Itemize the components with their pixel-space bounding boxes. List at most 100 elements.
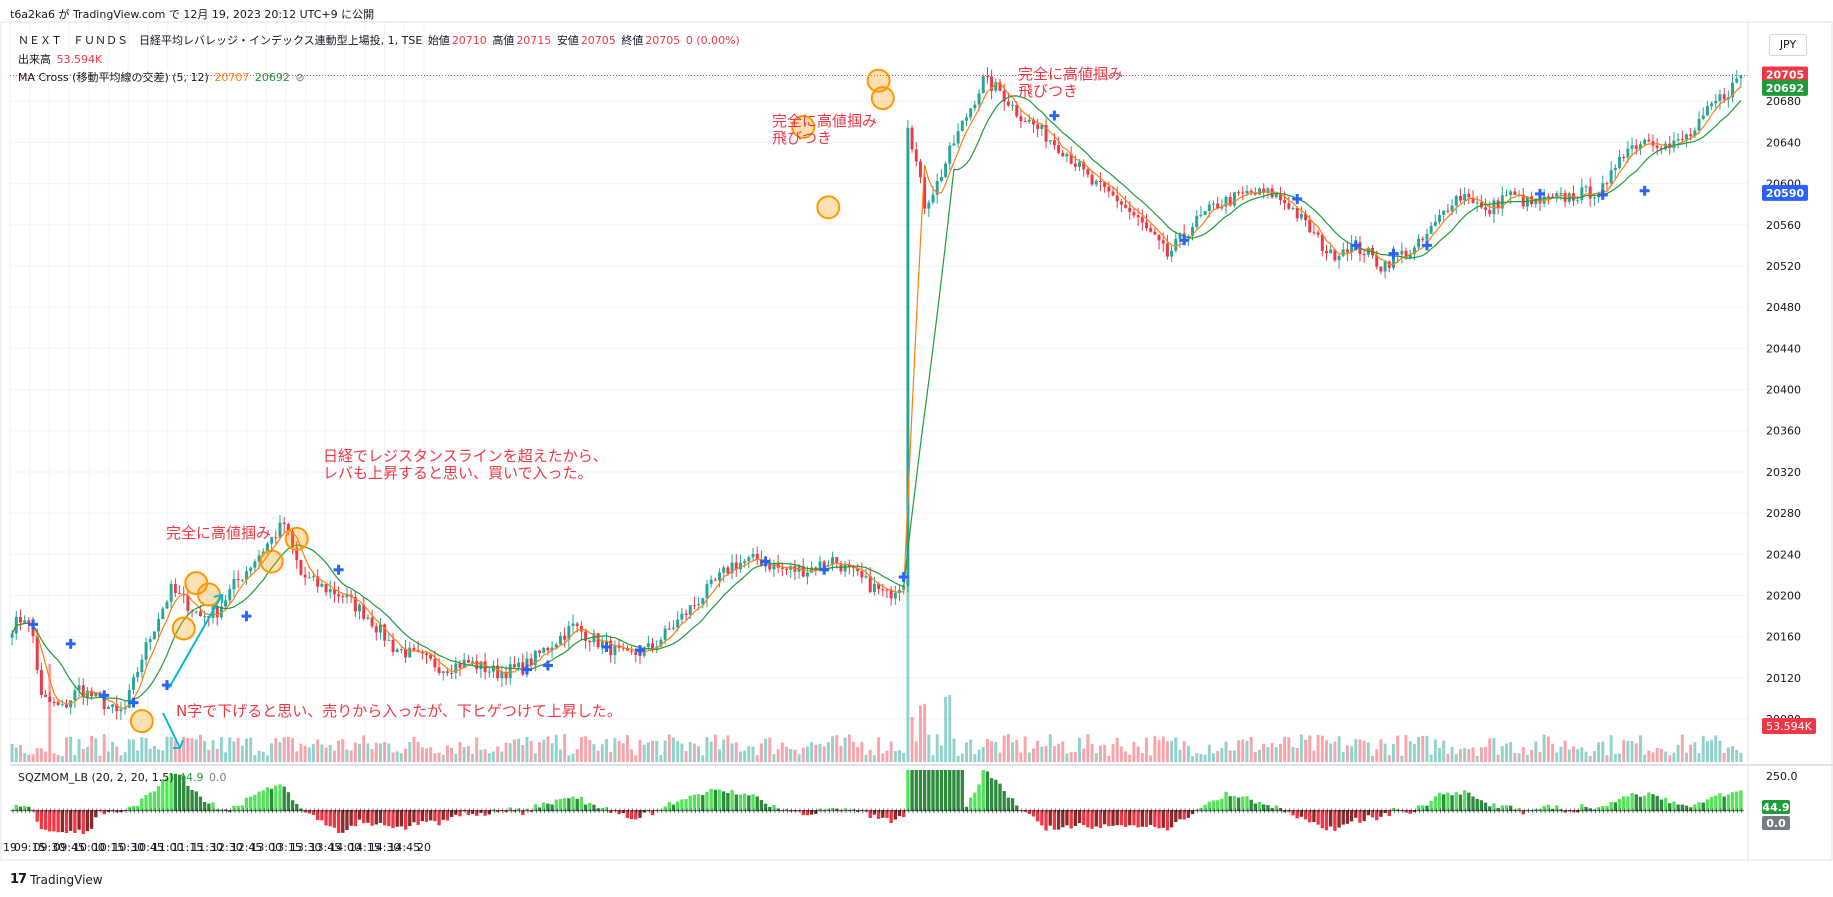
arrow-line (162, 712, 181, 749)
sqz-bar (269, 788, 274, 811)
sqz-bar (1638, 796, 1643, 811)
symbol-legend[interactable]: ＮＥＸＴ ＦＵＮＤＳ 日経平均レバレッジ・インデックス連動型上場投, 1, TS… (18, 32, 742, 48)
sqz-bar (629, 810, 634, 820)
candle-body (1119, 201, 1123, 205)
sqz-cross: + (667, 807, 673, 815)
candle-body (847, 564, 851, 567)
sqz-bar (688, 795, 692, 811)
sqz-cross: + (500, 807, 506, 815)
candle-body (1731, 82, 1735, 98)
sqz-bar (1722, 796, 1726, 811)
sqz-cross: + (977, 807, 983, 815)
sqz-cross: + (1107, 807, 1113, 815)
candle-body (496, 665, 500, 679)
volume-bar (1136, 746, 1140, 762)
candle-body (1048, 140, 1052, 142)
candle-body (1308, 220, 1312, 233)
sqz-cross: + (948, 807, 954, 815)
sqz-bar (562, 798, 567, 811)
annotation-note[interactable]: 完全に高値掴み 飛びつき (1018, 65, 1124, 100)
volume-bar (910, 717, 914, 762)
sqz-cross: + (56, 807, 62, 815)
volume-bar (1458, 749, 1462, 762)
ma-cross-legend[interactable]: MA Cross (移動平均線の交差) (5, 12) 20707 20692 … (18, 69, 307, 85)
sqz-cross: + (1379, 807, 1385, 815)
candle-body (1153, 231, 1157, 235)
sqz-cross: + (584, 807, 590, 815)
position-marker (870, 86, 895, 111)
volume-bar (1513, 753, 1517, 762)
sqz-bar (31, 810, 35, 812)
sqz-cross: + (797, 807, 803, 815)
sqz-bar (1596, 807, 1601, 811)
volume-bar (1739, 752, 1743, 762)
candle-body (1613, 167, 1617, 171)
candle-body (1618, 157, 1621, 168)
candle-body (680, 613, 684, 620)
volume-bar (977, 749, 981, 762)
sqz-cross: + (1136, 807, 1142, 815)
sqz-cross: + (701, 807, 707, 815)
sqz-cross: + (504, 807, 510, 815)
sqz-cross: + (115, 807, 121, 815)
ma-cross-marker (601, 642, 612, 653)
sqz-cross: + (378, 807, 384, 815)
volume-bar (1245, 741, 1249, 762)
sqz-cross: + (1031, 807, 1037, 815)
candle-body (596, 633, 600, 648)
sqz-bar (1161, 810, 1165, 828)
sqz-cross: + (1530, 807, 1536, 815)
volume-legend[interactable]: 出来高 53.594K (18, 51, 104, 67)
sqz-cross: + (646, 807, 652, 815)
sqz-value-label: 44.9 (1762, 801, 1789, 814)
annotation-note[interactable]: 完全に高値掴み 飛びつき (772, 112, 878, 147)
volume-bar (48, 664, 52, 762)
volume-bar (584, 736, 588, 762)
sqz-cross: + (877, 807, 883, 815)
candle-body (1161, 240, 1165, 244)
time-tick: 09:15 (14, 841, 46, 854)
sqz-bar (696, 794, 701, 811)
sqz-cross: + (1350, 807, 1356, 815)
candle-body (1291, 208, 1295, 210)
sqz-cross: + (512, 807, 518, 815)
volume-bar (1358, 739, 1362, 762)
tradingview-branding[interactable]: 𝟭𝟳 TradingView (10, 872, 103, 887)
candle-body (985, 76, 989, 78)
sqz-cross: + (651, 807, 657, 815)
candle-body (747, 557, 751, 562)
hidden-eye-icon[interactable]: ⊘ (295, 71, 305, 84)
sqz-bar (1253, 803, 1258, 811)
sqz-cross: + (529, 807, 535, 815)
sqz-bar (822, 810, 826, 812)
sqz-cross: + (1630, 807, 1636, 815)
candle-body (219, 606, 223, 618)
sqz-cross: + (462, 807, 468, 815)
candle-body (1676, 139, 1680, 141)
sqz-bar (617, 810, 621, 815)
volume-bar (1341, 751, 1345, 762)
sqz-bar (1061, 810, 1065, 828)
sqz-bar (1174, 810, 1178, 822)
sqz-cross: + (697, 807, 703, 815)
currency-button[interactable]: JPY (1769, 34, 1807, 56)
volume-bar (931, 755, 935, 762)
volume-bar (161, 750, 165, 762)
sqz-cross: + (1057, 807, 1063, 815)
volume-bar (625, 735, 629, 762)
candle-body (328, 589, 332, 593)
sqz-cross: + (219, 807, 225, 815)
annotation-note[interactable]: 日経でレジスタンスラインを超えたから、 レバも上昇すると思い、買いで入った。 (323, 447, 608, 482)
candle-body (1057, 145, 1061, 153)
volume-bar (56, 754, 60, 762)
sqz-bar (35, 810, 39, 822)
sqz-cross: + (178, 807, 184, 815)
sqz-bar (675, 801, 680, 811)
annotation-note[interactable]: N字で下げると思い、売りから入ったが、下ヒゲつけて上昇した。 (176, 702, 622, 720)
volume-bar (1061, 741, 1065, 762)
sqz-legend[interactable]: SQZMOM_LB (20, 2, 20, 1.5) 44.9 0.0 (18, 771, 229, 784)
sqz-cross: + (232, 807, 238, 815)
candle-body (1145, 222, 1148, 229)
annotation-note[interactable]: 完全に高値掴み (166, 524, 272, 542)
sqz-cross: + (1739, 807, 1745, 815)
